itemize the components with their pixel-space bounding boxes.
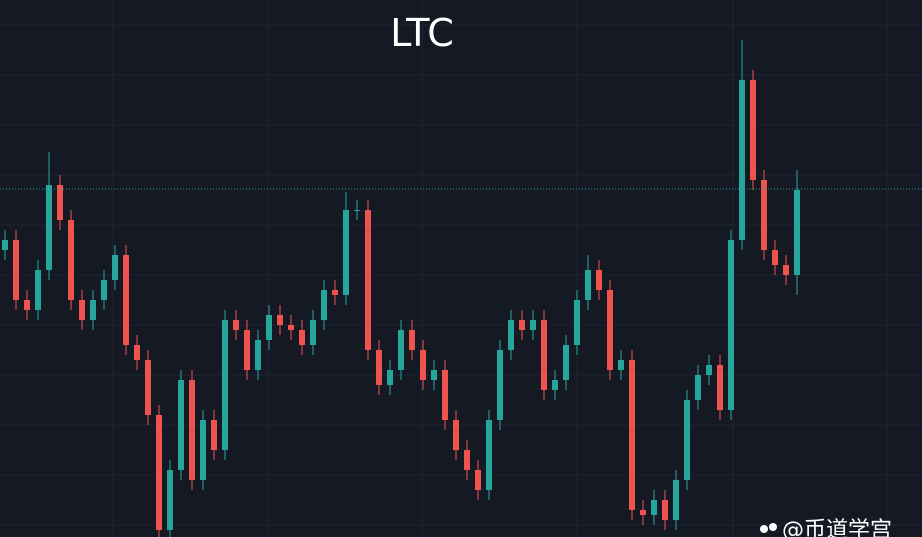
candle-body [783, 265, 789, 275]
candle-body [24, 300, 30, 310]
candle-body [222, 320, 228, 450]
candle-body [794, 190, 800, 275]
chart-title: LTC [390, 11, 453, 55]
candle-body [618, 360, 624, 370]
candle-body [750, 80, 756, 180]
candle-body [2, 240, 8, 250]
candle-body [640, 510, 646, 515]
candle-body [497, 350, 503, 420]
candle-body [409, 330, 415, 350]
candle-body [431, 370, 437, 380]
candle-body [167, 470, 173, 530]
candle-body [244, 330, 250, 370]
candle-body [508, 320, 514, 350]
candle-body [68, 220, 74, 300]
candle-body [255, 340, 261, 370]
candle-body [145, 360, 151, 415]
candle-body [387, 370, 393, 385]
candle-body [343, 210, 349, 295]
candle-body [629, 360, 635, 510]
candle-body [475, 470, 481, 490]
candle-body [398, 330, 404, 370]
candle-body [200, 420, 206, 480]
candle-body [354, 210, 360, 211]
candle-body [530, 320, 536, 330]
watermark: @币道学宫 [760, 518, 892, 537]
candle-body [211, 420, 217, 450]
candle-body [563, 345, 569, 380]
candle-body [695, 375, 701, 400]
candle-body [189, 380, 195, 480]
candle-body [321, 290, 327, 320]
candle-body [156, 415, 162, 530]
candle-body [233, 320, 239, 330]
candle-body [123, 255, 129, 345]
watermark-icon [760, 525, 768, 533]
candle-body [35, 270, 41, 310]
watermark-text: @币道学宫 [782, 518, 892, 537]
candles [0, 40, 922, 537]
candle-body [739, 80, 745, 240]
candle-body [464, 450, 470, 470]
candle-body [365, 210, 371, 350]
candle-body [673, 480, 679, 520]
candle-body [277, 315, 283, 325]
candle-body [79, 300, 85, 320]
candle-body [101, 280, 107, 300]
candle-body [651, 500, 657, 515]
candle-body [596, 270, 602, 290]
candle-body [46, 185, 52, 270]
candle-body [574, 300, 580, 345]
candle-body [552, 380, 558, 390]
candle-body [266, 315, 272, 340]
candle-body [684, 400, 690, 480]
candle-body [134, 345, 140, 360]
candle-body [772, 250, 778, 265]
candle-body [541, 320, 547, 390]
candle-body [310, 320, 316, 345]
candle-body [519, 320, 525, 330]
candle-body [288, 325, 294, 330]
candle-body [420, 350, 426, 380]
candle-body [332, 290, 338, 295]
candle-body [717, 365, 723, 410]
candle-body [442, 370, 448, 420]
candle-body [728, 240, 734, 410]
candle-body [90, 300, 96, 320]
candle-body [453, 420, 459, 450]
candle-body [585, 270, 591, 300]
candle-body [112, 255, 118, 280]
candle-body [178, 380, 184, 470]
candle-body [761, 180, 767, 250]
candle-body [607, 290, 613, 370]
candle-body [662, 500, 668, 520]
candle-body [13, 240, 19, 300]
candle-body [299, 330, 305, 345]
candle-body [57, 185, 63, 220]
candle-body [706, 365, 712, 375]
watermark-icon [769, 523, 777, 531]
candle-body [486, 420, 492, 490]
candle-body [376, 350, 382, 385]
